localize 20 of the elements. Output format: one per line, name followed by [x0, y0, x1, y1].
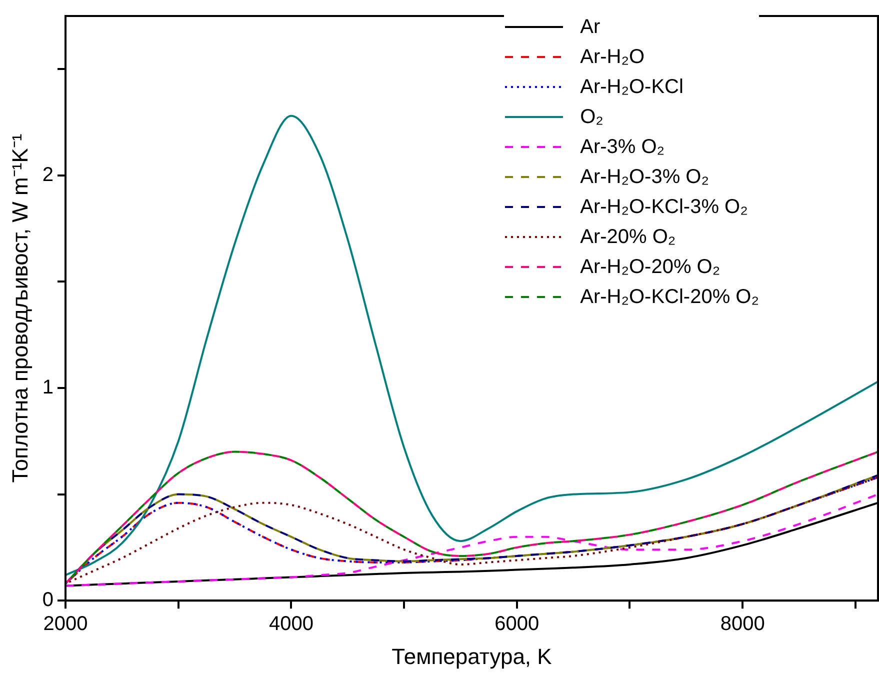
legend-label: Ar-H₂O-KCl-3% O₂	[580, 196, 748, 218]
x-tick-label: 2000	[43, 613, 88, 636]
legend-label: Ar-H₂O-20% O₂	[580, 256, 720, 278]
x-axis-title: Температура, K	[392, 644, 552, 669]
legend-label: Ar-20% O₂	[580, 226, 676, 248]
legend-label: Ar-H₂O-3% O₂	[580, 166, 709, 188]
y-axis-title: Топлотна проводљивост, W m⁻¹K⁻¹	[7, 134, 32, 483]
legend-label: Ar	[580, 16, 600, 38]
legend-label: Ar-H₂O	[580, 46, 645, 68]
x-tick-label: 8000	[720, 613, 765, 636]
legend-label: Ar-3% O₂	[580, 136, 665, 158]
legend-label: Ar-H₂O-KCl-20% O₂	[580, 286, 759, 308]
legend-label: Ar-H₂O-KCl	[580, 76, 684, 98]
x-tick-label: 6000	[494, 613, 540, 636]
x-tick-label: 4000	[268, 613, 314, 636]
line-series	[66, 450, 878, 585]
y-tick-label: 0	[42, 589, 54, 612]
y-tick-label: 1	[42, 376, 54, 399]
legend-label: O₂	[580, 106, 604, 128]
y-tick-label: 2	[42, 164, 54, 186]
